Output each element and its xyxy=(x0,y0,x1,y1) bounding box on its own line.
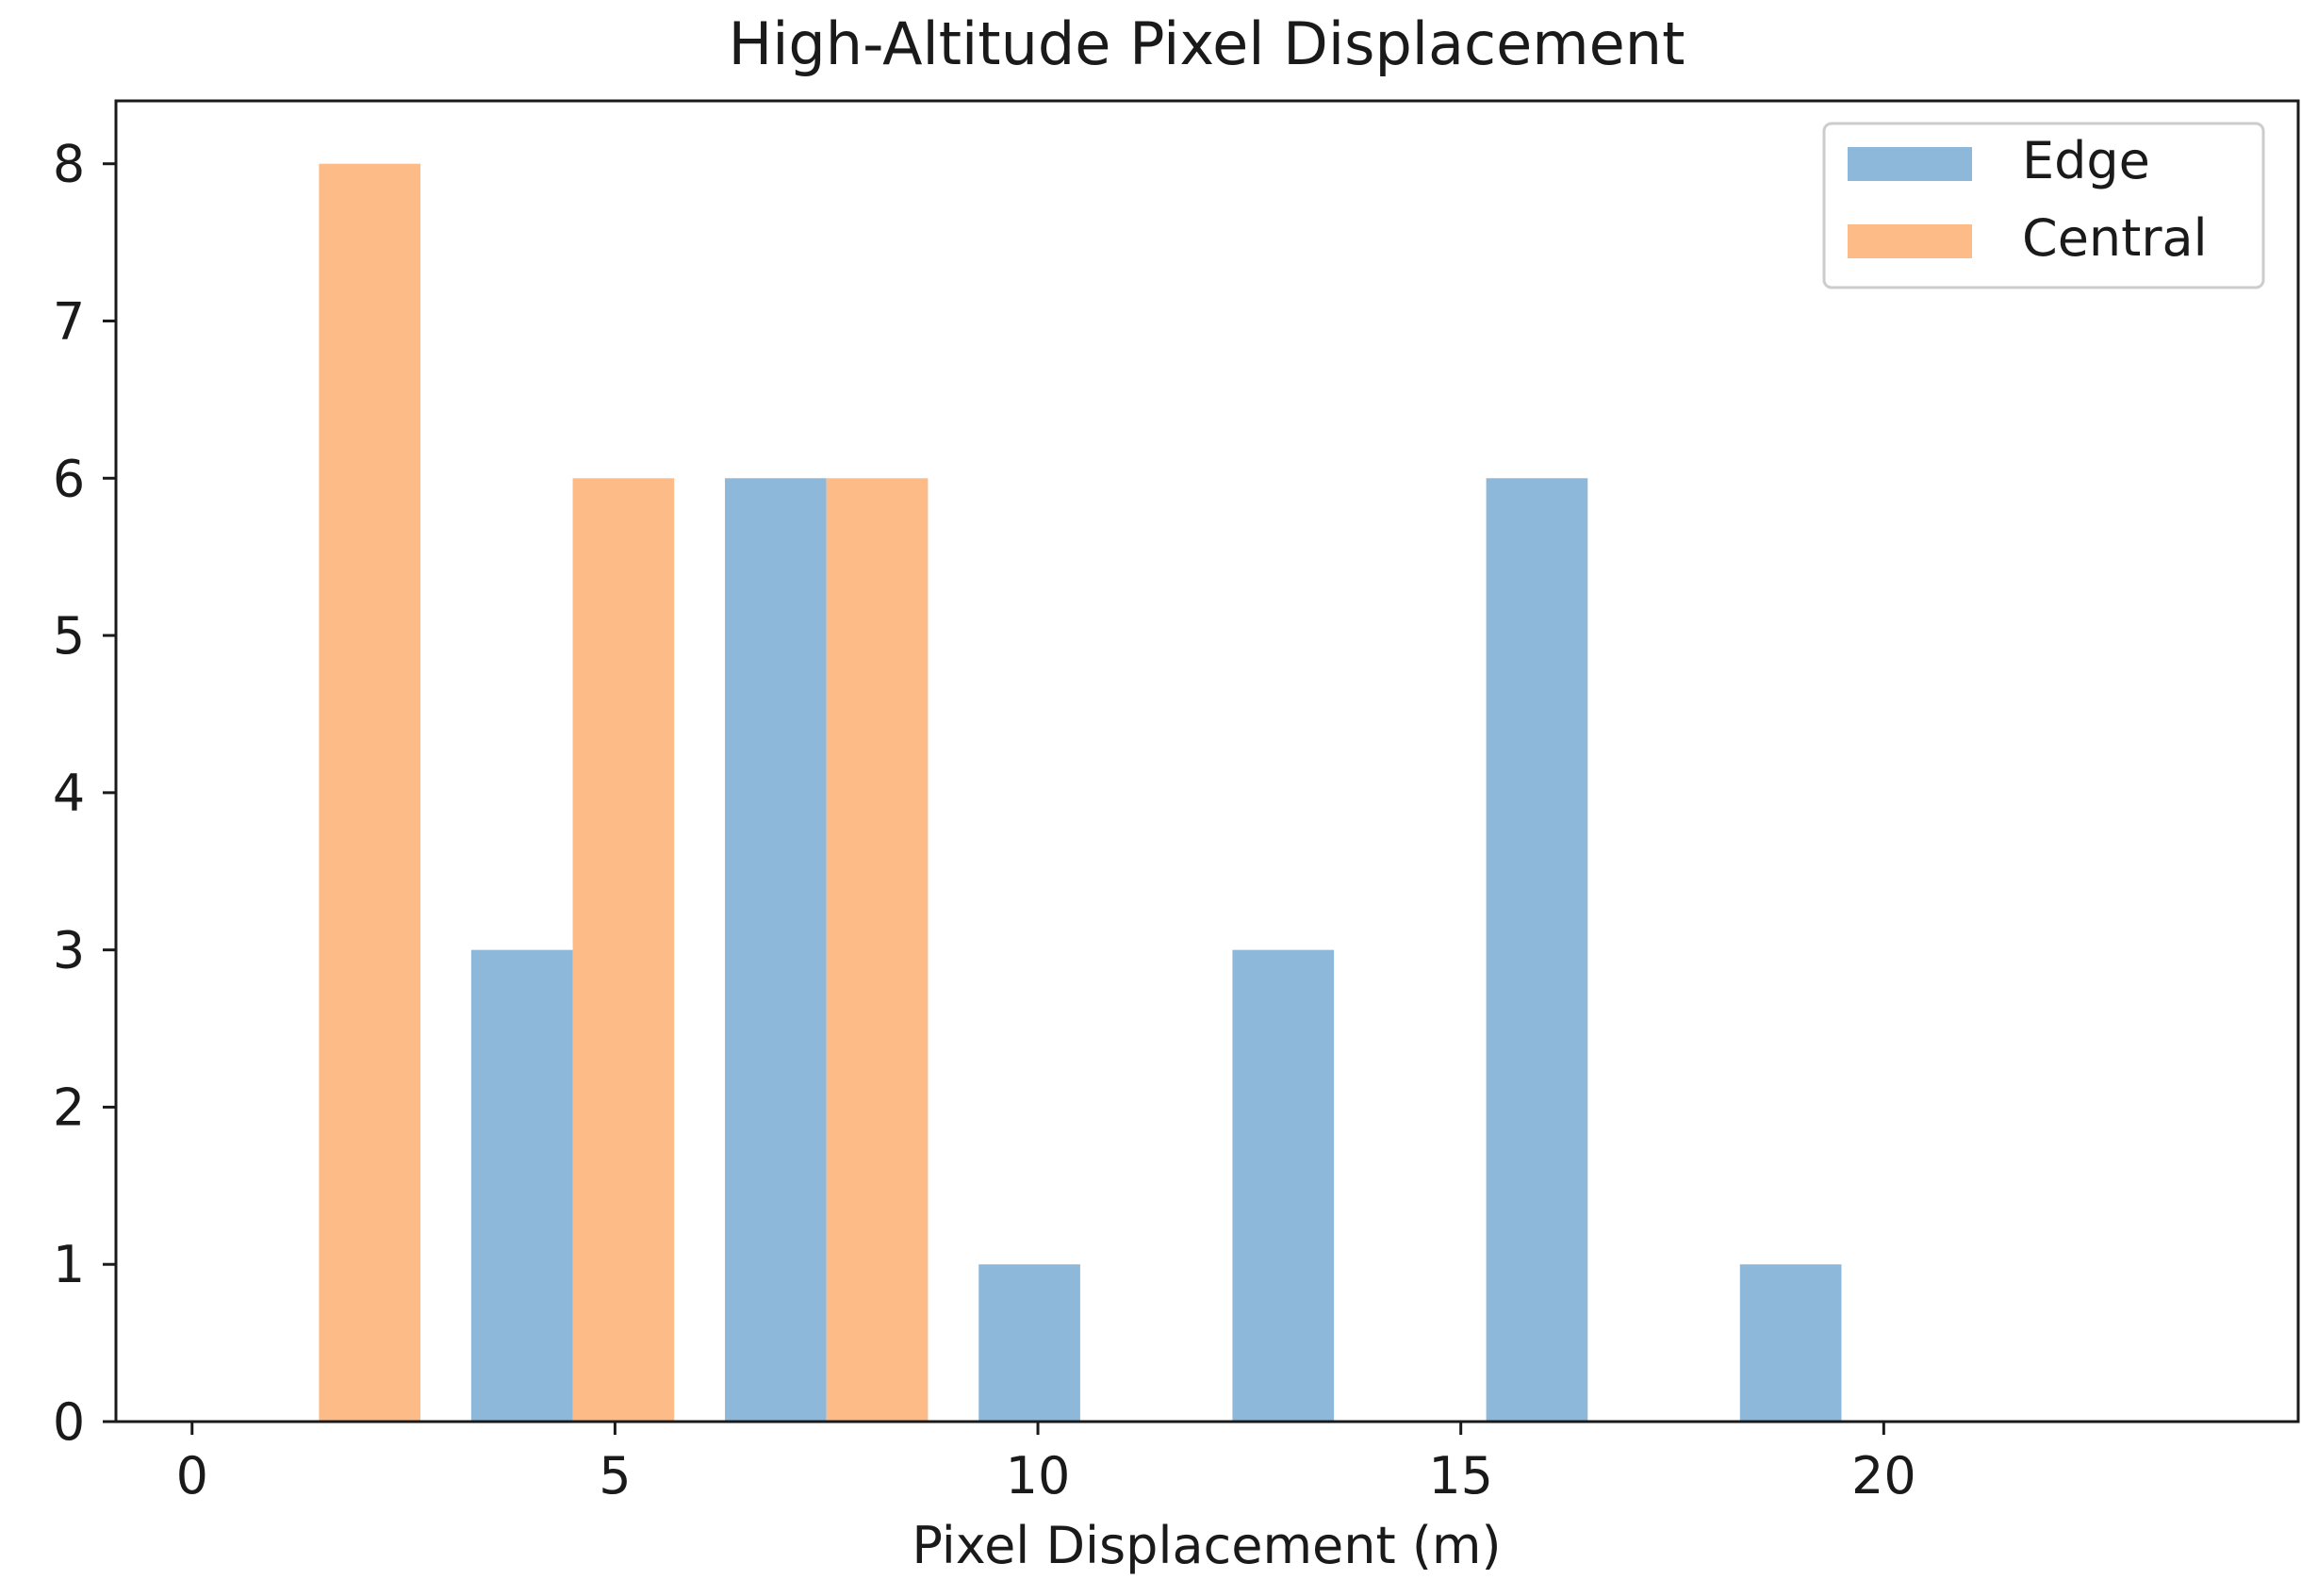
y-tick-label-3: 3 xyxy=(53,921,85,980)
y-axis-ticks: 0 1 2 3 4 5 6 7 8 xyxy=(53,135,116,1452)
y-tick-label-5: 5 xyxy=(53,606,85,666)
x-tick-label-15: 15 xyxy=(1428,1446,1493,1506)
legend-swatch-edge xyxy=(1848,147,1972,181)
plot-frame xyxy=(114,99,2300,1423)
bar-edge-4 xyxy=(1486,478,1588,1422)
legend-swatch-central xyxy=(1848,224,1972,258)
y-tick-label-8: 8 xyxy=(53,135,85,194)
bar-edge-5 xyxy=(1739,1264,1842,1422)
x-axis-label: Pixel Displacement (m) xyxy=(912,1516,1501,1575)
x-tick-label-10: 10 xyxy=(1006,1446,1071,1506)
bars-layer xyxy=(319,163,1842,1423)
bar-edge-2 xyxy=(978,1264,1080,1422)
legend: Edge Central xyxy=(1822,122,2265,289)
x-tick-label-5: 5 xyxy=(599,1446,631,1506)
legend-label-central: Central xyxy=(2022,208,2208,268)
bar-central-0 xyxy=(319,163,421,1423)
x-tick-label-0: 0 xyxy=(176,1446,208,1506)
chart-title: High-Altitude Pixel Displacement xyxy=(729,9,1685,78)
y-tick-label-6: 6 xyxy=(53,449,85,508)
bar-central-2 xyxy=(826,478,929,1422)
y-tick-label-2: 2 xyxy=(53,1078,85,1137)
bar-edge-3 xyxy=(1232,949,1335,1422)
y-tick-label-7: 7 xyxy=(53,292,85,352)
bar-edge-1 xyxy=(725,478,827,1422)
x-tick-label-20: 20 xyxy=(1851,1446,1916,1506)
y-tick-label-1: 1 xyxy=(53,1235,85,1294)
legend-label-edge: Edge xyxy=(2022,131,2150,190)
bar-edge-0 xyxy=(470,949,573,1422)
y-tick-label-4: 4 xyxy=(53,764,85,823)
x-axis-ticks: 0 5 10 15 20 xyxy=(176,1422,1916,1506)
y-tick-label-0: 0 xyxy=(53,1392,85,1452)
bar-central-1 xyxy=(572,478,675,1422)
